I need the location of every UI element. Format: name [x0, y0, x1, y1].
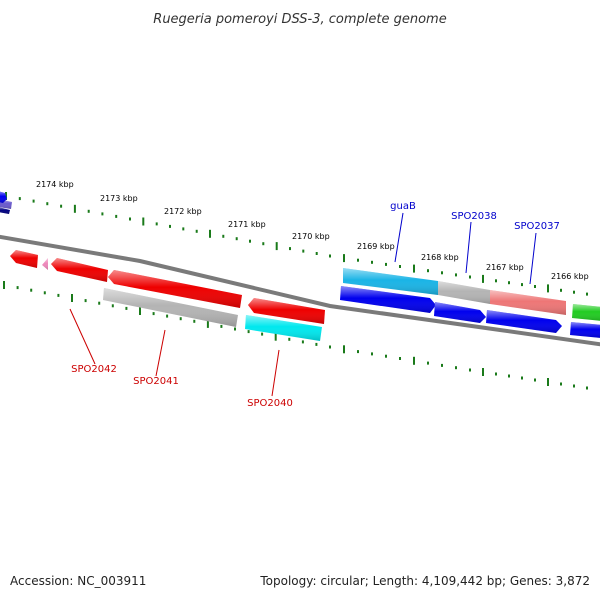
gene-highlight	[340, 286, 436, 313]
gene-label-spo2037[interactable]: SPO2037	[514, 221, 560, 232]
gene-highlight	[343, 268, 438, 295]
gene-highlight	[10, 250, 38, 268]
map-title: Ruegeria pomeroyi DSS-3, complete genome	[153, 12, 446, 27]
leader-line-spo2041	[155, 329, 166, 377]
leader-line-spo2038	[465, 221, 472, 274]
gene-highlight	[490, 290, 566, 315]
gene-highlight	[51, 258, 108, 282]
gene-label-guab[interactable]: guaB	[390, 201, 416, 212]
accession-text: Accession: NC_003911	[10, 574, 147, 588]
kbp-label: 2168 kbp	[421, 253, 459, 262]
gene-highlight	[570, 322, 600, 338]
gene-highlight	[434, 302, 486, 323]
leader-line-guab	[394, 212, 404, 263]
gene-label-spo2040[interactable]: SPO2040	[247, 398, 293, 409]
leader-line-spo2042	[69, 308, 96, 365]
genome-summary-text: Topology: circular; Length: 4,109,442 bp…	[260, 574, 590, 588]
gene-highlight	[572, 304, 600, 321]
leader-line-spo2037	[529, 232, 537, 285]
label-leaders	[69, 212, 537, 397]
kbp-labels: 2174 kbp 2173 kbp 2172 kbp 2171 kbp 2170…	[36, 180, 589, 281]
kbp-label: 2170 kbp	[292, 232, 330, 241]
kbp-label: 2166 kbp	[551, 272, 589, 281]
gene-labels: guaB SPO2038 SPO2037 SPO2042 SPO2041 SPO…	[71, 201, 560, 409]
gene-label-spo2038[interactable]: SPO2038	[451, 211, 497, 222]
gene-features	[0, 191, 600, 341]
gene-highlight	[108, 270, 242, 308]
gene-highlight	[103, 288, 238, 327]
genome-backbone	[0, 234, 600, 347]
gene-highlight	[0, 207, 10, 214]
gene-label-spo2042[interactable]: SPO2042	[71, 364, 117, 375]
gene-highlight	[486, 310, 562, 333]
gene-highlight	[0, 191, 7, 203]
kbp-label: 2167 kbp	[486, 263, 524, 272]
kbp-label: 2174 kbp	[36, 180, 74, 189]
inner-tick-row	[3, 281, 588, 390]
gene-highlight	[245, 315, 322, 341]
gene-label-spo2041[interactable]: SPO2041	[133, 376, 179, 387]
gene-highlight	[438, 281, 490, 304]
kbp-label: 2172 kbp	[164, 207, 202, 216]
gene-highlight	[248, 298, 325, 324]
kbp-label: 2169 kbp	[357, 242, 395, 251]
kbp-label: 2173 kbp	[100, 194, 138, 203]
kbp-label: 2171 kbp	[228, 220, 266, 229]
gene-highlight	[42, 258, 48, 270]
leader-line-spo2040	[271, 349, 280, 397]
outer-tick-row	[5, 192, 588, 296]
